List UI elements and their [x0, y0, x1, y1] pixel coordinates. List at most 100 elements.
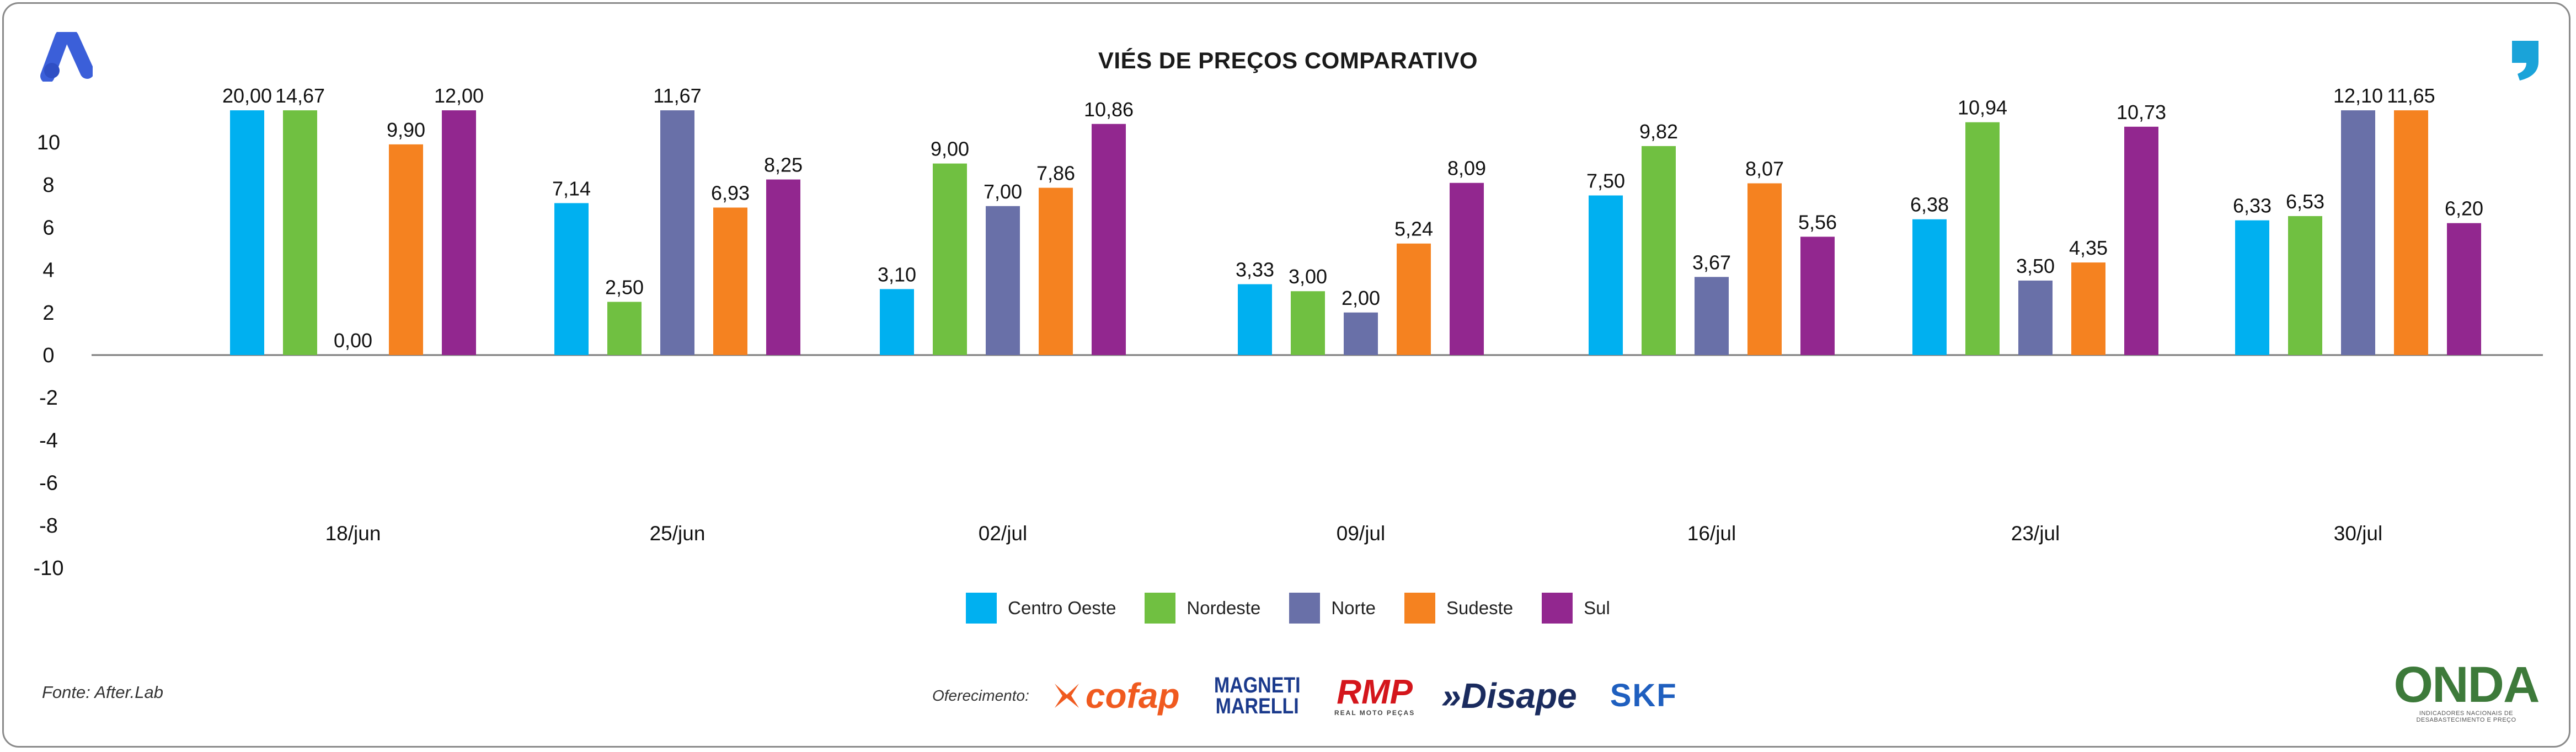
bar-norte: [986, 206, 1020, 355]
data-label: 10,73: [2117, 101, 2166, 123]
data-label: 0,00: [334, 329, 372, 352]
data-label: 5,24: [1394, 218, 1433, 240]
data-label: 12,10: [2333, 84, 2383, 107]
bar-centro-oeste: [1238, 284, 1272, 355]
bar-norte: [2341, 110, 2375, 355]
data-label: 6,20: [2445, 197, 2483, 220]
legend-label: Sul: [1584, 598, 1610, 618]
bar-centro-oeste: [1589, 195, 1623, 355]
bar-norte: [1695, 277, 1729, 355]
legend-item: Nordeste: [1145, 593, 1260, 624]
data-label: 8,09: [1447, 157, 1486, 180]
y-tick-label: -4: [39, 429, 58, 452]
bar-centro-oeste: [1912, 219, 1947, 355]
onda-wordmark: ONDA: [2393, 657, 2540, 713]
legend-item: Sul: [1542, 593, 1610, 624]
legend-label: Centro Oeste: [1008, 598, 1116, 618]
cofap-wordmark: cofap: [1085, 676, 1180, 716]
y-tick-label: -2: [39, 386, 58, 410]
onda-tagline: INDICADORES NACIONAIS DE DESABASTECIMENT…: [2416, 710, 2516, 723]
data-label: 6,93: [711, 182, 750, 205]
y-tick-label: 4: [42, 259, 54, 282]
x-category-label: 25/jun: [650, 522, 706, 545]
x-category-label: 30/jul: [2334, 522, 2382, 545]
bar-nordeste: [607, 302, 642, 355]
bar-sudeste: [713, 207, 747, 355]
y-tick-label: -6: [39, 472, 58, 495]
legend-item: Norte: [1289, 593, 1376, 624]
marelli-wordmark: MARELLI: [1215, 694, 1299, 718]
data-label: 6,33: [2233, 195, 2272, 217]
rmp-subtitle: REAL MOTO PEÇAS: [1334, 709, 1415, 717]
data-label: 5,56: [1798, 211, 1837, 233]
data-label: 11,67: [653, 84, 701, 107]
data-label: 14,67: [275, 84, 325, 107]
bar-nordeste: [283, 110, 317, 355]
legend-label: Nordeste: [1187, 598, 1261, 618]
bar-sudeste: [2394, 110, 2428, 355]
y-tick-label: 8: [42, 174, 54, 197]
chart-legend: Centro Oeste Nordeste Norte Sudeste Sul: [0, 593, 2576, 624]
bar-norte: [2018, 280, 2053, 355]
x-category-label: 23/jul: [2011, 522, 2060, 545]
bar-centro-oeste: [880, 289, 914, 355]
data-label: 3,33: [1236, 258, 1274, 281]
bar-sul: [1800, 237, 1835, 355]
legend-swatch: [1542, 593, 1573, 624]
chart-title: VIÉS DE PREÇOS COMPARATIVO: [1098, 47, 1478, 73]
disape-wordmark: Disape: [1461, 676, 1577, 716]
data-label: 7,86: [1036, 162, 1075, 185]
x-category-label: 18/jun: [325, 522, 381, 545]
y-tick-label: 2: [42, 302, 54, 325]
bar-sul: [1450, 182, 1484, 355]
disape-logo: »Disape: [1441, 678, 1576, 713]
data-label: 9,00: [931, 138, 969, 160]
cofap-logo: cofap: [1051, 678, 1180, 713]
bar-centro-oeste: [2235, 220, 2269, 355]
bar-nordeste: [2288, 216, 2322, 355]
data-label: 3,67: [1692, 251, 1731, 273]
data-label: 7,50: [1586, 170, 1625, 192]
source-note: Fonte: After.Lab: [42, 683, 163, 702]
magneti-wordmark: MAGNETI: [1214, 673, 1301, 697]
y-tick-label: 0: [42, 344, 54, 367]
data-label: 7,00: [984, 180, 1022, 203]
bar-sul: [1092, 123, 1126, 355]
legend-swatch: [1404, 593, 1436, 624]
bar-sudeste: [1397, 243, 1431, 355]
bar-nordeste: [933, 163, 967, 355]
bar-sul: [2447, 223, 2481, 355]
legend-swatch: [1289, 593, 1321, 624]
data-label: 10,86: [1084, 98, 1134, 121]
legend-label: Norte: [1331, 598, 1376, 618]
data-label: 20,00: [222, 84, 272, 107]
legend-label: Sudeste: [1446, 598, 1514, 618]
magneti-marelli-logo: MAGNETI MARELLI: [1214, 673, 1301, 718]
data-label: 9,82: [1639, 120, 1678, 143]
x-category-label: 02/jul: [979, 522, 1027, 545]
data-label: 6,38: [1910, 194, 1949, 216]
bar-nordeste: [1965, 122, 2000, 355]
x-category-label: 09/jul: [1337, 522, 1385, 545]
bar-nordeste: [1291, 291, 1325, 355]
bar-norte: [1344, 312, 1378, 355]
bar-centro-oeste: [554, 203, 589, 355]
data-label: 7,14: [552, 177, 591, 200]
data-label: 3,00: [1289, 265, 1327, 288]
skf-logo: SKF: [1610, 678, 1677, 713]
legend-swatch: [1145, 593, 1176, 624]
data-label: 12,00: [434, 84, 484, 107]
rmp-wordmark: RMP: [1337, 673, 1413, 711]
sponsors-bar: Oferecimento: cofap MAGNETI MARELLI RMP …: [932, 673, 1704, 718]
data-label: 11,65: [2387, 84, 2435, 107]
bar-sudeste: [389, 144, 423, 355]
rmp-logo: RMP REAL MOTO PEÇAS: [1334, 673, 1415, 717]
bar-sudeste: [1039, 187, 1073, 355]
data-label: 6,53: [2286, 190, 2324, 213]
bar-sul: [442, 110, 476, 355]
cofap-x-icon: [1054, 684, 1079, 708]
bar-norte: [660, 110, 694, 355]
y-tick-label: -8: [39, 514, 58, 538]
sponsors-label: Oferecimento:: [932, 687, 1029, 704]
